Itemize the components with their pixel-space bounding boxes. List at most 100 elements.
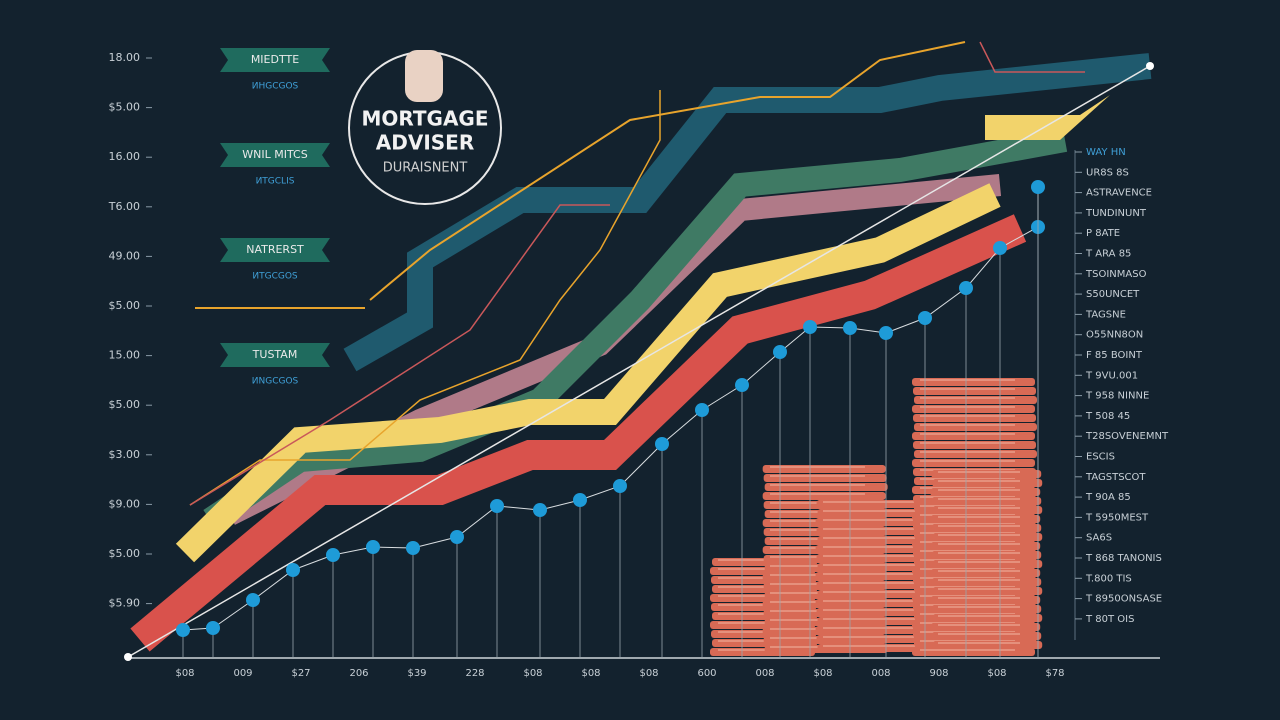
right-label: TSOINMASO bbox=[1085, 269, 1147, 280]
coin bbox=[932, 641, 1043, 649]
right-label: T.800 TIS bbox=[1085, 573, 1132, 584]
left-label: 18.00 bbox=[109, 51, 141, 64]
coin bbox=[931, 470, 1042, 478]
left-label: $5.00 bbox=[109, 398, 141, 411]
left-label: $5.00 bbox=[109, 547, 141, 560]
badge-title: WNIL MITCS bbox=[242, 148, 307, 161]
bottom-label: $08 bbox=[523, 668, 542, 679]
coin bbox=[913, 441, 1036, 449]
logo-subtitle: DURAISNENT bbox=[383, 161, 468, 176]
yellow-band bbox=[175, 183, 1001, 563]
coin bbox=[913, 414, 1036, 422]
red-band bbox=[130, 214, 1027, 652]
coin bbox=[930, 488, 1041, 496]
bottom-label: 008 bbox=[871, 668, 890, 679]
green-band bbox=[203, 128, 1068, 530]
right-label: T 958 NINNE bbox=[1085, 391, 1149, 402]
dot bbox=[993, 241, 1007, 255]
coin bbox=[912, 378, 1035, 386]
coin bbox=[912, 405, 1035, 413]
badge-title: NATRERST bbox=[246, 243, 304, 256]
coin bbox=[912, 648, 1035, 656]
left-label: 15.00 bbox=[109, 349, 141, 362]
right-label: UR8S 8S bbox=[1086, 167, 1129, 178]
left-label: $5.90 bbox=[109, 597, 141, 610]
right-label: SA6S bbox=[1086, 533, 1112, 544]
coin bbox=[930, 596, 1041, 604]
badge-subtitle: ИNGCGOS bbox=[252, 377, 299, 387]
badge bbox=[220, 343, 330, 367]
badge-title: MIEDTTE bbox=[251, 53, 299, 66]
coin bbox=[931, 551, 1042, 559]
dot bbox=[959, 281, 973, 295]
coin bbox=[912, 459, 1035, 467]
bottom-label: 009 bbox=[233, 668, 252, 679]
right-label: ESCIS bbox=[1086, 452, 1115, 463]
end-dot bbox=[1146, 62, 1154, 70]
left-label: $5.00 bbox=[109, 299, 141, 312]
dot bbox=[843, 321, 857, 335]
dot bbox=[613, 479, 627, 493]
right-label: T 508 45 bbox=[1085, 411, 1130, 422]
dot bbox=[206, 621, 220, 635]
dot bbox=[803, 320, 817, 334]
left-label: $3.00 bbox=[109, 448, 141, 461]
coin bbox=[932, 533, 1043, 541]
labels: 18.00 $5.00 16.00 T6.00 49.00 $5.00 15.00 $5.00… bbox=[108, 48, 1169, 679]
arrow bbox=[189, 204, 610, 506]
coin bbox=[914, 423, 1037, 431]
bottom-label: 600 bbox=[697, 668, 716, 679]
coin bbox=[912, 432, 1035, 440]
coin bbox=[931, 578, 1042, 586]
bands bbox=[124, 41, 1160, 661]
dot bbox=[655, 437, 669, 451]
right-label: T 80T OIS bbox=[1085, 614, 1134, 625]
coin bbox=[932, 587, 1043, 595]
left-label: $5.00 bbox=[109, 101, 141, 114]
dots bbox=[176, 180, 1045, 658]
dot-line bbox=[182, 187, 1039, 631]
coin bbox=[932, 479, 1043, 487]
coin bbox=[764, 483, 888, 491]
bottom-label: $78 bbox=[1045, 668, 1064, 679]
logo-title: ADVISER bbox=[376, 131, 474, 155]
coin bbox=[914, 450, 1037, 458]
dot bbox=[773, 345, 787, 359]
bottom-label: $27 bbox=[291, 668, 310, 679]
right-label: TAGSNE bbox=[1085, 309, 1126, 320]
dot bbox=[879, 326, 893, 340]
left-label: $9.00 bbox=[109, 497, 141, 510]
badge bbox=[220, 48, 330, 72]
dot bbox=[918, 311, 932, 325]
bottom-label: 008 bbox=[755, 668, 774, 679]
bottom-label: $08 bbox=[581, 668, 600, 679]
bottom-label: $39 bbox=[407, 668, 426, 679]
coin bbox=[930, 569, 1041, 577]
logo: MORTGAGE ADVISER DURAISNENT bbox=[348, 50, 502, 205]
arrow bbox=[979, 41, 1085, 73]
bottom-label: $08 bbox=[175, 668, 194, 679]
dot bbox=[286, 563, 300, 577]
coin bbox=[930, 515, 1041, 523]
right-label: WAY HN bbox=[1086, 147, 1126, 158]
dot bbox=[366, 540, 380, 554]
teal-band bbox=[343, 53, 1152, 372]
start-dot bbox=[124, 653, 132, 661]
right-label: ASTRAVENCE bbox=[1086, 188, 1152, 199]
right-label: T 90A 85 bbox=[1085, 492, 1131, 503]
coin bbox=[931, 605, 1042, 613]
right-label: O55NN8ON bbox=[1086, 330, 1143, 341]
bottom-label: $08 bbox=[813, 668, 832, 679]
right-label: P 8ATE bbox=[1086, 228, 1120, 239]
badge-subtitle: ИTGCGOS bbox=[252, 272, 298, 282]
bottom-label: $08 bbox=[987, 668, 1006, 679]
coin bbox=[762, 492, 886, 500]
arrow bbox=[189, 90, 661, 506]
coin bbox=[931, 524, 1042, 532]
dot bbox=[450, 530, 464, 544]
dot bbox=[176, 623, 190, 637]
coin bbox=[913, 387, 1036, 395]
dot bbox=[490, 499, 504, 513]
bottom-label: 908 bbox=[929, 668, 948, 679]
